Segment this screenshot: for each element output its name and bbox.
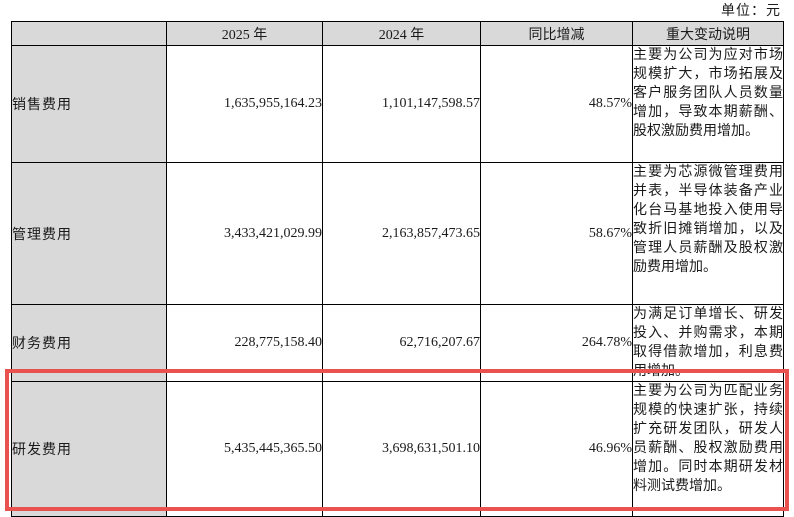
sales-expense-2024-value: 1,101,147,598.57 [322, 45, 481, 163]
table-row-sales-expense: 销售费用 1,635,955,164.23 1,101,147,598.57 4… [11, 45, 784, 163]
finance-expense-explanation: 为满足订单增长、研发投入、并购需求，本期取得借款增加，利息费用增加。 [632, 304, 784, 382]
row-label-sales-expense: 销售费用 [11, 45, 167, 163]
rd-expense-2024-value: 3,698,631,501.10 [322, 381, 481, 517]
header-yoy-change: 同比增减 [480, 21, 633, 46]
header-year-2025: 2025 年 [166, 21, 323, 46]
rd-expense-2025-value: 5,435,445,365.50 [166, 381, 323, 517]
sales-expense-yoy-value: 48.57% [480, 45, 633, 163]
finance-expense-yoy-value: 264.78% [480, 304, 633, 382]
sales-expense-explanation: 主要为公司为应对市场规模扩大，市场拓展及客户服务团队人员数量增加，导致本期薪酬、… [632, 45, 784, 163]
table-row-rd-expense: 研发费用 5,435,445,365.50 3,698,631,501.10 4… [11, 381, 784, 517]
rd-expense-yoy-value: 46.96% [480, 381, 633, 517]
finance-expense-2024-value: 62,716,207.67 [322, 304, 481, 382]
admin-expense-yoy-value: 58.67% [480, 162, 633, 305]
admin-expense-explanation: 主要为芯源微管理费用并表，半导体装备产业化台马基地投入使用导致折旧摊销增加，以及… [632, 162, 784, 305]
row-label-admin-expense: 管理费用 [11, 162, 167, 305]
table-row-admin-expense: 管理费用 3,433,421,029.99 2,163,857,473.65 5… [11, 162, 784, 305]
table-row-finance-expense: 财务费用 228,775,158.40 62,716,207.67 264.78… [11, 304, 784, 382]
header-year-2024: 2024 年 [322, 21, 481, 46]
row-label-rd-expense: 研发费用 [11, 381, 167, 517]
finance-expense-2025-value: 228,775,158.40 [166, 304, 323, 382]
rd-expense-explanation: 主要为公司为匹配业务规模的快速扩张，持续扩充研发团队，研发人员薪酬、股权激励费用… [632, 381, 784, 517]
admin-expense-2024-value: 2,163,857,473.65 [322, 162, 481, 305]
header-item-column [11, 21, 167, 46]
table-header-row: 2025 年 2024 年 同比增减 重大变动说明 [11, 21, 784, 46]
header-change-explanation: 重大变动说明 [632, 21, 784, 46]
unit-label: 单位：元 [721, 4, 781, 19]
sales-expense-2025-value: 1,635,955,164.23 [166, 45, 323, 163]
expense-comparison-table: 2025 年 2024 年 同比增减 重大变动说明 销售费用 1,635,955… [11, 21, 784, 517]
admin-expense-2025-value: 3,433,421,029.99 [166, 162, 323, 305]
row-label-finance-expense: 财务费用 [11, 304, 167, 382]
